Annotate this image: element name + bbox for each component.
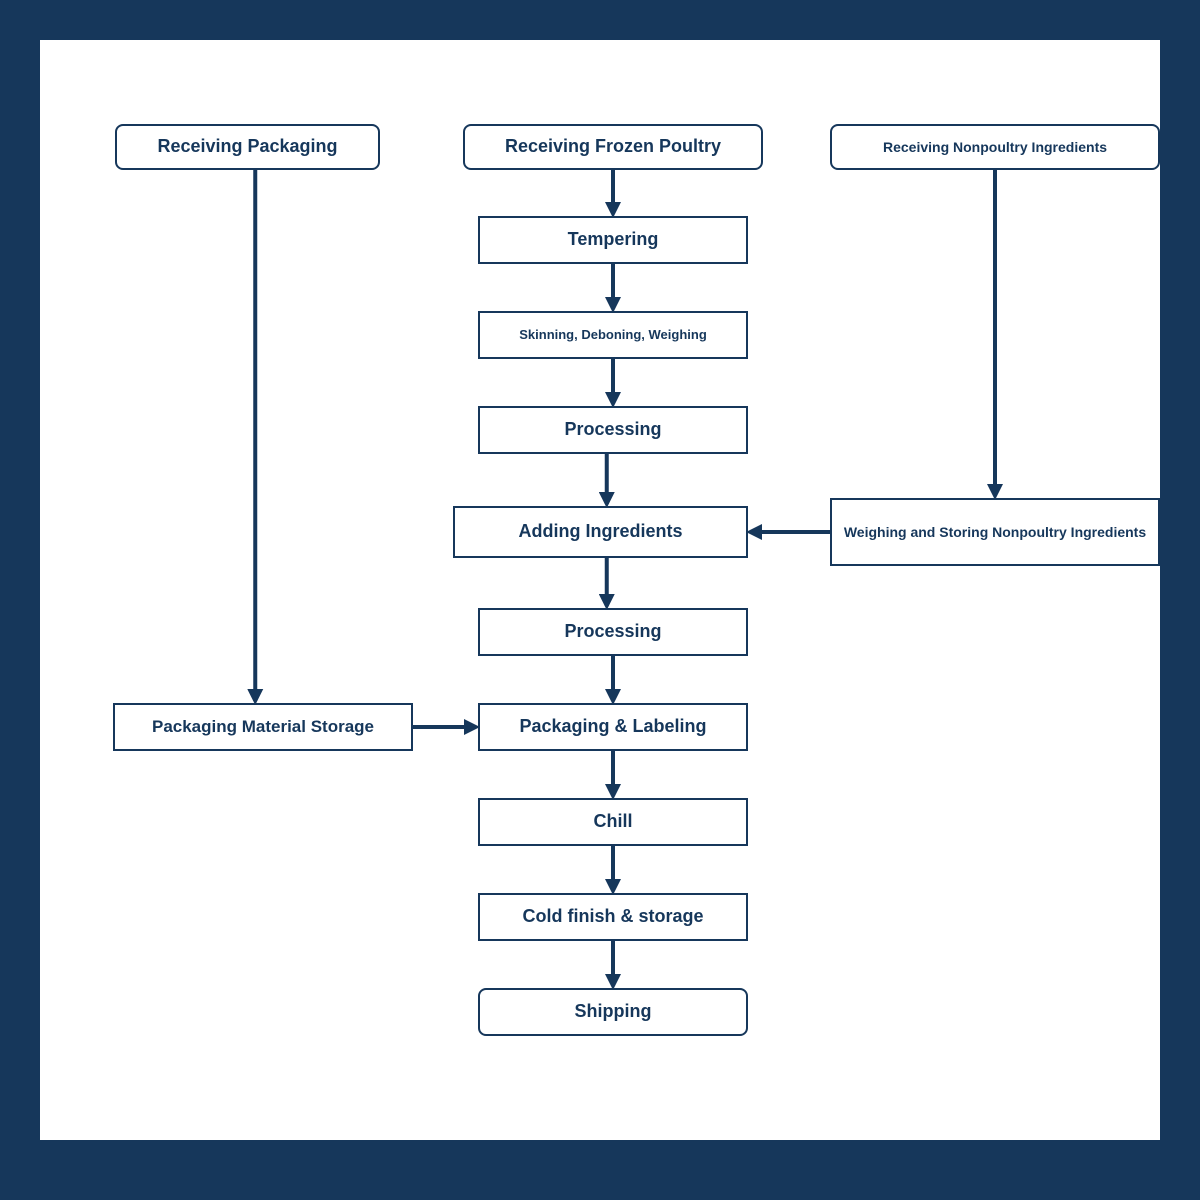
node-skinning: Skinning, Deboning, Weighing	[478, 311, 748, 359]
flowchart-canvas: Receiving Packaging Receiving Frozen Poul…	[40, 40, 1160, 1140]
node-tempering: Tempering	[478, 216, 748, 264]
node-recv_poultry: Receiving Frozen Poultry	[463, 124, 763, 170]
node-recv_nonp: Receiving Nonpoultry Ingredients	[830, 124, 1160, 170]
node-chill: Chill	[478, 798, 748, 846]
flowchart-edges	[40, 40, 1160, 1140]
node-pkg_storage: Packaging Material Storage	[113, 703, 413, 751]
node-processing1: Processing	[478, 406, 748, 454]
node-processing2: Processing	[478, 608, 748, 656]
node-pkg_label: Packaging & Labeling	[478, 703, 748, 751]
node-weigh_nonp: Weighing and Storing Nonpoultry Ingredie…	[830, 498, 1160, 566]
node-coldfinish: Cold finish & storage	[478, 893, 748, 941]
node-adding: Adding Ingredients	[453, 506, 748, 558]
node-shipping: Shipping	[478, 988, 748, 1036]
flowchart-frame: Receiving Packaging Receiving Frozen Poul…	[0, 0, 1200, 1200]
node-recv_pkg: Receiving Packaging	[115, 124, 380, 170]
